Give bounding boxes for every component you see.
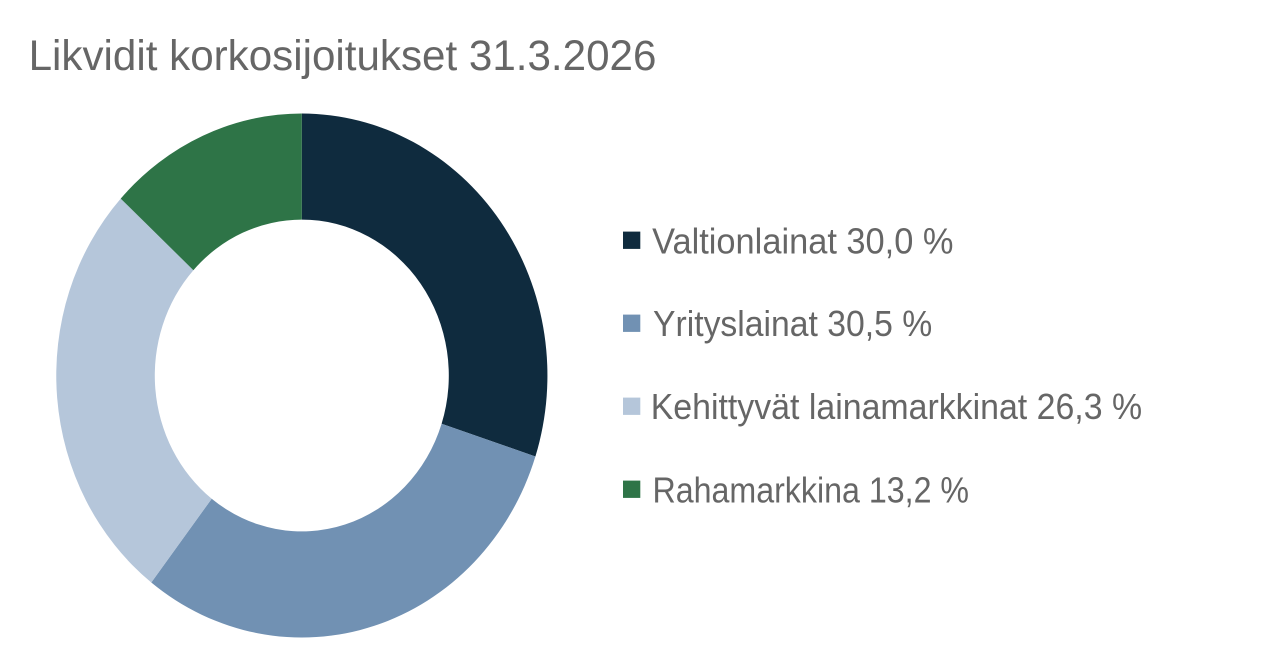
- svg-text:Kehittyvät lainamarkkinat 26,3: Kehittyvät lainamarkkinat 26,3 %: [651, 387, 1142, 427]
- svg-text:Likvidit korkosijoitukset 31.3: Likvidit korkosijoitukset 31.3.2026: [29, 32, 657, 79]
- svg-text:Yrityslainat 30,5 %: Yrityslainat 30,5 %: [653, 304, 932, 344]
- svg-text:Rahamarkkina 13,2 %: Rahamarkkina 13,2 %: [653, 470, 970, 510]
- svg-text:Valtionlainat 30,0 %: Valtionlainat 30,0 %: [652, 221, 953, 261]
